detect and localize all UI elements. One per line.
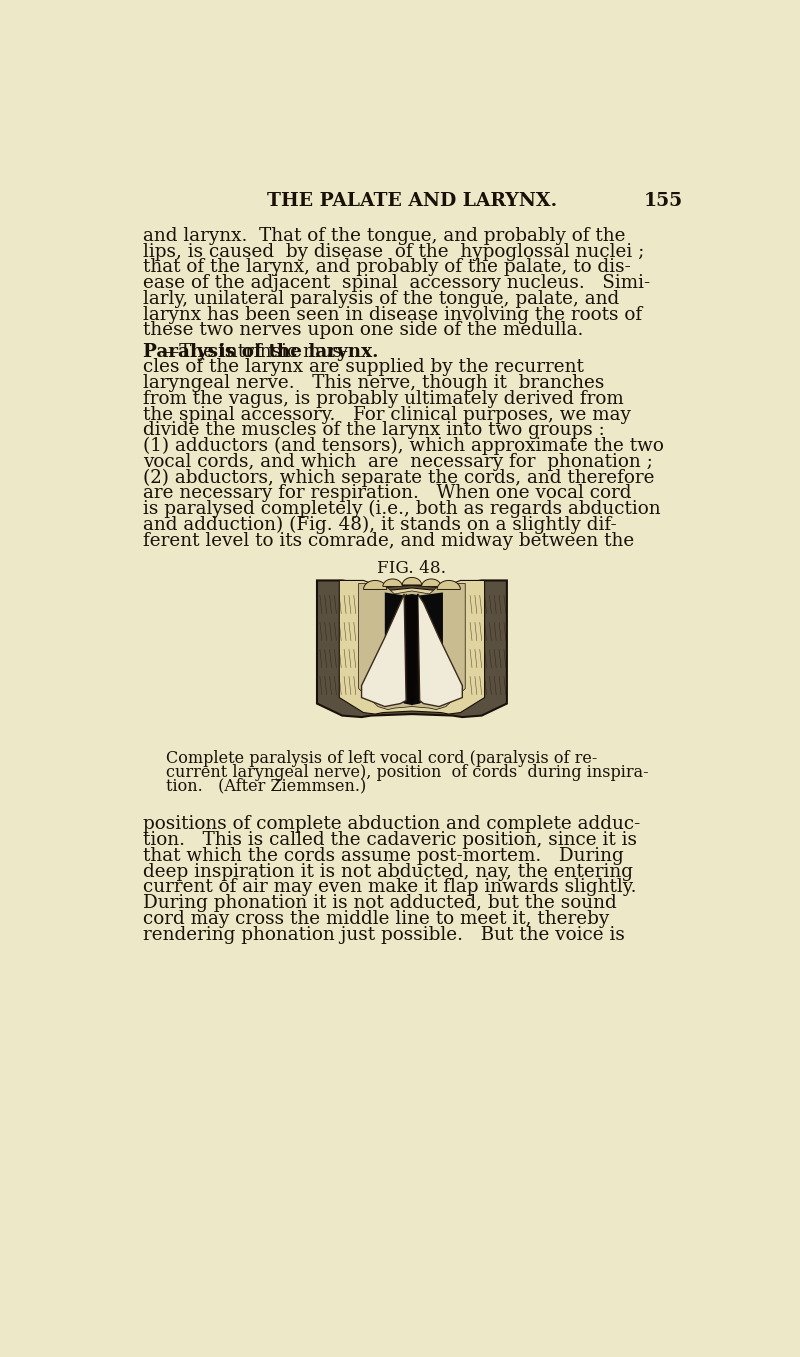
Text: FIG. 48.: FIG. 48. <box>378 560 446 577</box>
Text: larly, unilateral paralysis of the tongue, palate, and: larly, unilateral paralysis of the tongu… <box>142 290 619 308</box>
Polygon shape <box>317 581 507 716</box>
Text: and adduction) (Fig. 48), it stands on a slightly dif-: and adduction) (Fig. 48), it stands on a… <box>142 516 616 535</box>
Polygon shape <box>339 581 485 714</box>
Text: and larynx.  That of the tongue, and probably of the: and larynx. That of the tongue, and prob… <box>142 227 625 244</box>
Polygon shape <box>406 594 418 706</box>
Text: vocal cords, and which  are  necessary for  phonation ;: vocal cords, and which are necessary for… <box>142 453 653 471</box>
Polygon shape <box>402 578 422 585</box>
Text: larynx has been seen in disease involving the roots of: larynx has been seen in disease involvin… <box>142 305 642 323</box>
Text: cord may cross the middle line to meet it, thereby: cord may cross the middle line to meet i… <box>142 911 609 928</box>
Text: is paralysed completely (i.e., both as regards abduction: is paralysed completely (i.e., both as r… <box>142 501 660 518</box>
Polygon shape <box>422 579 441 586</box>
Polygon shape <box>358 584 466 710</box>
Text: that which the cords assume post-mortem.   During: that which the cords assume post-mortem.… <box>142 847 623 864</box>
Text: current laryngeal nerve), position  of cords  during inspira-: current laryngeal nerve), position of co… <box>166 764 649 780</box>
Polygon shape <box>383 579 402 586</box>
Text: tion.   (After Ziemmsen.): tion. (After Ziemmsen.) <box>166 778 366 795</box>
Text: lips, is caused  by disease  of the  hypoglossal nuclei ;: lips, is caused by disease of the hypogl… <box>142 243 644 261</box>
Text: ease of the adjacent  spinal  accessory nucleus.   Simi-: ease of the adjacent spinal accessory nu… <box>142 274 650 292</box>
Text: 155: 155 <box>644 193 682 210</box>
Text: current of air may even make it flap inwards slightly.: current of air may even make it flap inw… <box>142 878 636 897</box>
Text: cles of the larynx are supplied by the recurrent: cles of the larynx are supplied by the r… <box>142 358 583 376</box>
Text: laryngeal nerve.   This nerve, though it  branches: laryngeal nerve. This nerve, though it b… <box>142 375 604 392</box>
Text: Complete paralysis of left vocal cord (paralysis of re-: Complete paralysis of left vocal cord (p… <box>166 750 598 767</box>
Text: —The intrinsic mus-: —The intrinsic mus- <box>161 342 348 361</box>
Text: (2) abductors, which separate the cords, and therefore: (2) abductors, which separate the cords,… <box>142 468 654 487</box>
Text: ferent level to its comrade, and midway between the: ferent level to its comrade, and midway … <box>142 532 634 550</box>
Polygon shape <box>362 594 406 707</box>
Text: During phonation it is not adducted, but the sound: During phonation it is not adducted, but… <box>142 894 616 912</box>
Polygon shape <box>363 581 386 589</box>
Text: the spinal accessory.   For clinical purposes, we may: the spinal accessory. For clinical purpo… <box>142 406 630 423</box>
Polygon shape <box>418 594 462 707</box>
Text: that of the larynx, and probably of the palate, to dis-: that of the larynx, and probably of the … <box>142 258 630 277</box>
Text: (1) adductors (and tensors), which approximate the two: (1) adductors (and tensors), which appro… <box>142 437 663 456</box>
Text: from the vagus, is probably ultimately derived from: from the vagus, is probably ultimately d… <box>142 389 623 408</box>
Text: Paralysis of the larynx.: Paralysis of the larynx. <box>142 342 378 361</box>
Polygon shape <box>385 593 443 706</box>
Text: rendering phonation just possible.   But the voice is: rendering phonation just possible. But t… <box>142 925 625 943</box>
Text: tion.   This is called the cadaveric position, since it is: tion. This is called the cadaveric posit… <box>142 832 637 849</box>
Text: are necessary for respiration.   When one vocal cord: are necessary for respiration. When one … <box>142 484 631 502</box>
Text: divide the muscles of the larynx into two groups :: divide the muscles of the larynx into tw… <box>142 421 604 440</box>
Text: these two nerves upon one side of the medulla.: these two nerves upon one side of the me… <box>142 322 583 339</box>
Text: THE PALATE AND LARYNX.: THE PALATE AND LARYNX. <box>267 193 557 210</box>
Text: positions of complete abduction and complete adduc-: positions of complete abduction and comp… <box>142 816 640 833</box>
Polygon shape <box>437 581 460 589</box>
Text: deep inspiration it is not abducted, nay, the entering: deep inspiration it is not abducted, nay… <box>142 863 633 881</box>
